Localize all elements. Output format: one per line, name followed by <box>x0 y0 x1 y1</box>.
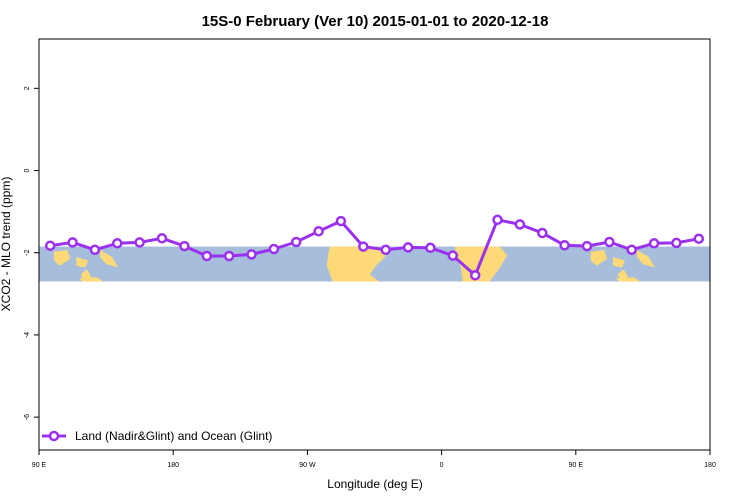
data-point <box>134 237 145 248</box>
y-tick-label: 0 <box>24 168 31 172</box>
y-tick-label: -2 <box>24 250 31 256</box>
y-tick-label: -4 <box>24 332 31 338</box>
maritime-asia-landmass-west-4 <box>79 277 104 282</box>
chart-title: 15S-0 February (Ver 10) 2015-01-01 to 20… <box>202 13 549 30</box>
y-axis: 2 0 -2 -4 -6 <box>24 86 39 420</box>
data-point <box>89 244 101 256</box>
x-tick-label: 180 <box>704 462 716 469</box>
maritime-asia-landmass-east-0 <box>590 250 608 266</box>
maritime-asia-landmass-west-2 <box>100 250 118 268</box>
data-point <box>246 249 257 260</box>
data-point <box>604 236 615 248</box>
series-layer <box>44 214 705 281</box>
y-tick-label: 2 <box>24 86 31 90</box>
data-point <box>201 250 213 262</box>
data-point <box>268 243 280 255</box>
data-point <box>581 240 593 252</box>
data-point <box>492 214 503 226</box>
x-tick-label: 0 <box>440 462 444 469</box>
maritime-asia-landmass-west-1 <box>76 257 89 268</box>
data-point <box>179 240 190 252</box>
plot-frame <box>38 38 711 451</box>
data-point <box>537 227 548 239</box>
data-point <box>559 240 570 251</box>
data-point <box>67 237 78 248</box>
data-point <box>671 237 682 249</box>
y-axis-label: XCO2 - MLO trend (ppm) <box>0 177 13 312</box>
maritime-asia-landmass-east-2 <box>636 250 655 268</box>
x-axis: 90 E 180 90 W 0 90 E 180 <box>32 450 716 469</box>
data-point <box>112 238 123 249</box>
legend: Land (Nadir&Glint) and Ocean (Glint) <box>42 429 272 443</box>
maritime-asia-landmass-east-1 <box>613 257 625 268</box>
data-point <box>469 270 481 281</box>
data-point <box>290 236 302 248</box>
data-point <box>335 215 347 227</box>
data-point <box>693 233 705 244</box>
x-tick-label: 90 W <box>299 462 316 469</box>
x-tick-label: 180 <box>167 462 179 469</box>
data-point <box>626 244 637 256</box>
data-point <box>223 250 235 262</box>
data-point <box>648 238 660 249</box>
data-point <box>358 241 369 252</box>
south-america-landmass <box>326 246 388 282</box>
data-point <box>425 242 436 254</box>
x-axis-label: Longitude (deg E) <box>327 477 422 491</box>
data-point <box>402 242 414 253</box>
data-point <box>380 244 391 256</box>
maritime-asia-landmass-east-4 <box>616 277 640 282</box>
y-tick-label: -6 <box>24 414 31 420</box>
legend-entry-label: Land (Nadir&Glint) and Ocean (Glint) <box>75 429 272 443</box>
data-point <box>156 233 168 244</box>
data-point <box>447 250 459 261</box>
x-tick-label: 90 E <box>32 462 47 469</box>
data-point <box>514 219 526 230</box>
map-band <box>39 246 710 282</box>
data-point <box>44 240 56 251</box>
maritime-asia-landmass-west-0 <box>53 250 71 266</box>
x-tick-label: 90 E <box>569 462 584 469</box>
legend-marker-swatch <box>48 430 60 442</box>
data-point <box>313 226 324 237</box>
